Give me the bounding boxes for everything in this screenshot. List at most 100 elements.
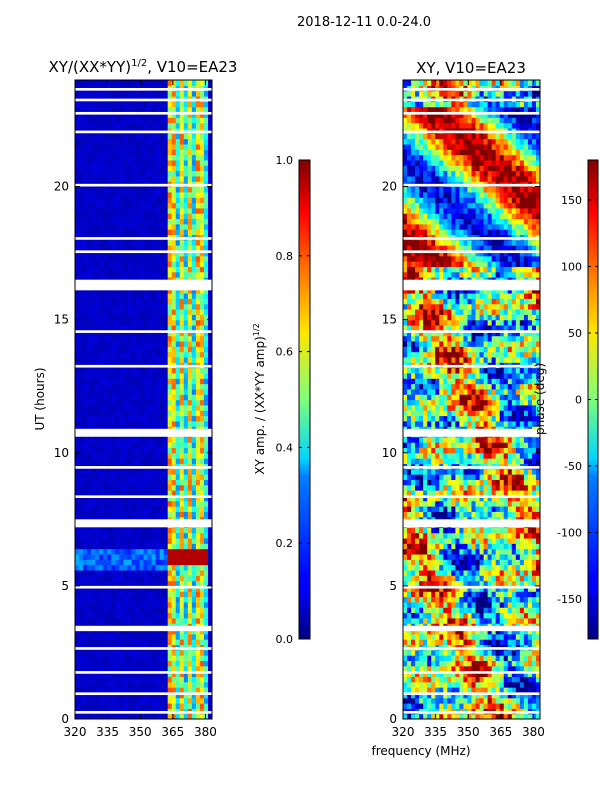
amp-ratio-cell (200, 506, 205, 512)
xy-phase-cell (528, 613, 533, 619)
amp-ratio-cell (139, 117, 144, 123)
xy-phase-cell (463, 597, 468, 603)
amp-ratio-cell (99, 698, 104, 704)
amp-ratio-cell (79, 309, 84, 315)
amp-ratio-cell (103, 650, 108, 656)
xy-phase-cell (484, 618, 489, 624)
amp-ratio-cell (188, 415, 193, 421)
amp-ratio-cell (95, 107, 100, 113)
amp-ratio-cell (172, 346, 177, 352)
xy-phase-cell (512, 698, 517, 704)
amp-ratio-cell (103, 240, 108, 246)
amp-ratio-cell (188, 607, 193, 613)
amp-ratio-cell (83, 597, 88, 603)
amp-ratio-cell (168, 352, 173, 358)
amp-ratio-cell (79, 384, 84, 390)
amp-ratio-cell (103, 458, 108, 464)
amp-ratio-cell (160, 389, 165, 395)
amp-ratio-cell (156, 682, 161, 688)
xy-phase-cell (427, 698, 432, 704)
amp-ratio-cell (103, 511, 108, 517)
amp-ratio-cell (139, 144, 144, 150)
amp-ratio-cell (204, 458, 209, 464)
amp-ratio-cell (139, 240, 144, 246)
xy-phase-cell (463, 618, 468, 624)
xy-phase-cell (411, 698, 416, 704)
xy-phase-cell (516, 597, 521, 603)
amp-ratio-cell (131, 394, 136, 400)
amp-ratio-cell (188, 602, 193, 608)
xy-phase-cell (524, 602, 529, 608)
amp-ratio-cell (83, 336, 88, 342)
amp-ratio-cell (83, 325, 88, 331)
amp-ratio-cell (123, 229, 128, 235)
xy-phase-cell (451, 666, 456, 672)
amp-ratio-cell (156, 613, 161, 619)
amp-ratio-cell (119, 458, 124, 464)
amp-ratio-cell (160, 352, 165, 358)
amp-ratio-cell (144, 421, 149, 427)
amp-ratio-cell (123, 698, 128, 704)
amp-ratio-cell (95, 549, 100, 555)
amp-ratio-cell (115, 368, 120, 374)
amp-ratio-cell (180, 224, 185, 230)
xy-phase-cell (512, 676, 517, 682)
amp-ratio-cell (192, 565, 197, 571)
amp-ratio-cell (152, 187, 157, 193)
amp-ratio-cell (83, 437, 88, 443)
amp-ratio-cell (91, 581, 96, 587)
amp-ratio-cell (172, 394, 177, 400)
amp-ratio-cell (127, 384, 132, 390)
xy-phase-cell (504, 607, 509, 613)
amp-ratio-cell (103, 346, 108, 352)
amp-ratio-cell (172, 325, 177, 331)
amp-ratio-cell (176, 368, 181, 374)
amp-ratio-cell (176, 224, 181, 230)
amp-ratio-cell (164, 272, 169, 278)
amp-ratio-cell (91, 570, 96, 576)
xy-phase-cell (415, 591, 420, 597)
amp-ratio-cell (87, 325, 92, 331)
amp-ratio-cell (172, 538, 177, 544)
amp-ratio-cell (188, 202, 193, 208)
amp-ratio-cell (204, 80, 209, 86)
amp-ratio-cell (103, 570, 108, 576)
amp-ratio-cell (152, 224, 157, 230)
amp-ratio-cell (115, 650, 120, 656)
amp-ratio-colorbar-tick-label: 0.2 (276, 537, 294, 550)
amp-ratio-cell (176, 415, 181, 421)
amp-ratio-cell (184, 511, 189, 517)
amp-ratio-cell (119, 660, 124, 666)
amp-ratio-cell (204, 298, 209, 304)
amp-ratio-cell (204, 187, 209, 193)
amp-ratio-cell (188, 336, 193, 342)
amp-ratio-cell (107, 202, 112, 208)
amp-ratio-cell (87, 613, 92, 619)
xy-phase-cell (516, 591, 521, 597)
amp-ratio-cell (192, 559, 197, 565)
xy-phase-cell (435, 655, 440, 661)
amp-ratio-cell (200, 655, 205, 661)
xy-phase-cell (492, 655, 497, 661)
xy-phase-cell (467, 703, 472, 709)
amp-ratio-cell (152, 549, 157, 555)
amp-ratio-cell (176, 229, 181, 235)
amp-ratio-cell (91, 660, 96, 666)
amp-ratio-cell (107, 378, 112, 384)
amp-ratio-cell (91, 607, 96, 613)
amp-ratio-cell (107, 229, 112, 235)
xy-phase-cell (439, 703, 444, 709)
amp-ratio-cell (160, 400, 165, 406)
amp-ratio-cell (103, 405, 108, 411)
amp-ratio-cell (107, 160, 112, 166)
amp-ratio-cell (204, 559, 209, 565)
amp-ratio-cell (148, 613, 153, 619)
amp-ratio-cell (115, 266, 120, 272)
xy-phase-cell (480, 618, 485, 624)
amp-ratio-cell (204, 346, 209, 352)
xy-phase-cell (500, 666, 505, 672)
amp-ratio-cell (180, 240, 185, 246)
amp-ratio-cell (119, 469, 124, 475)
amp-ratio-cell (164, 224, 169, 230)
amp-ratio-cell (87, 543, 92, 549)
